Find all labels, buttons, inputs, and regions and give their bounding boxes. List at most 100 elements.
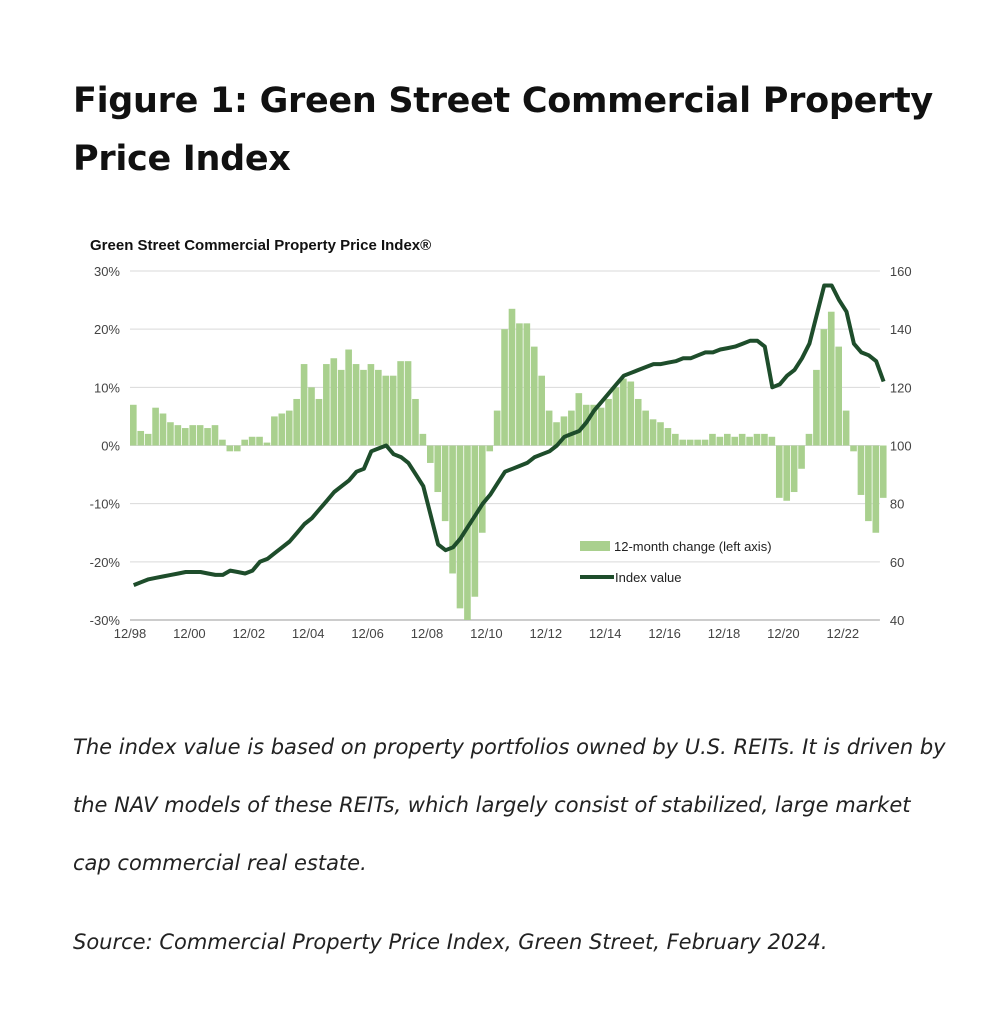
change-bar <box>523 323 531 446</box>
x-axis-tick-label: 12/08 <box>411 626 444 641</box>
change-bar <box>746 436 753 446</box>
change-bar <box>820 329 828 446</box>
change-bar <box>679 439 687 446</box>
change-bar <box>337 369 345 446</box>
change-bar <box>144 433 152 446</box>
change-bar <box>233 445 241 452</box>
change-bar <box>775 445 783 498</box>
x-axis-tick-label: 12/20 <box>767 626 800 641</box>
change-bar <box>694 439 701 446</box>
left-axis-tick-label: 10% <box>94 380 120 395</box>
change-bar <box>471 445 479 597</box>
change-bar <box>538 375 545 446</box>
legend-swatch-bars <box>580 541 610 551</box>
change-bar <box>530 346 538 446</box>
change-bar <box>783 445 791 501</box>
right-axis-tick-label: 40 <box>890 613 904 628</box>
figure-heading: Figure 1: Green Street Commercial Proper… <box>73 81 933 179</box>
right-axis-tick-label: 80 <box>890 497 904 512</box>
x-axis-tick-label: 12/12 <box>530 626 563 641</box>
change-bar <box>352 364 360 446</box>
change-bar <box>575 393 583 446</box>
change-bar <box>248 436 256 446</box>
change-bar <box>456 445 464 609</box>
change-bar <box>308 387 315 446</box>
change-bar <box>412 398 419 446</box>
x-axis-tick-label: 12/14 <box>589 626 622 641</box>
change-bar <box>404 361 412 446</box>
change-bar <box>464 445 471 620</box>
change-bar <box>204 428 211 446</box>
change-bar <box>701 439 709 446</box>
change-bar <box>642 410 649 446</box>
change-bar <box>137 430 145 446</box>
change-bar <box>835 346 842 446</box>
change-bar <box>620 378 627 446</box>
left-axis-tick-label: 30% <box>94 264 120 279</box>
x-axis-tick-label: 12/10 <box>470 626 503 641</box>
change-bar <box>226 445 234 452</box>
change-bar <box>657 422 664 446</box>
price-index-chart: Green Street Commercial Property Price I… <box>90 237 912 641</box>
x-axis-tick-label: 12/00 <box>173 626 206 641</box>
change-bar <box>441 445 449 522</box>
change-bar <box>167 422 174 446</box>
change-bar <box>278 413 286 446</box>
change-bar <box>449 445 456 574</box>
change-bar <box>805 433 813 446</box>
change-bar <box>605 398 612 446</box>
right-axis-tick-label: 60 <box>890 555 904 570</box>
change-bar <box>174 425 182 446</box>
legend-label-line: Index value <box>615 570 682 585</box>
change-bar <box>159 413 167 446</box>
change-bar <box>709 433 716 446</box>
chart-title: Green Street Commercial Property Price I… <box>90 237 431 254</box>
change-bar <box>330 358 338 446</box>
change-bar <box>397 361 404 446</box>
change-bar <box>508 308 516 446</box>
change-bar <box>300 364 308 446</box>
change-bar <box>493 410 501 446</box>
change-bar <box>516 323 523 446</box>
change-bar <box>790 445 798 493</box>
left-axis-tick-label: 0% <box>101 439 120 454</box>
index-value-line <box>132 283 886 587</box>
right-axis-tick-label: 100 <box>890 439 912 454</box>
change-bar <box>753 433 761 446</box>
x-axis-tick-label: 12/02 <box>233 626 266 641</box>
change-bar <box>256 436 263 446</box>
change-bar <box>813 369 820 446</box>
chart-legend: 12-month change (left axis) Index value <box>580 539 772 585</box>
change-bar <box>649 419 657 446</box>
change-bar <box>672 433 679 446</box>
change-bar <box>478 445 486 533</box>
change-bar <box>612 387 620 446</box>
change-bar <box>827 311 835 446</box>
change-bar <box>152 407 159 446</box>
change-bar <box>738 433 746 446</box>
left-axis-tick-label: -30% <box>90 613 121 628</box>
change-bar <box>241 439 248 446</box>
x-axis-tick-label: 12/06 <box>351 626 384 641</box>
change-bar <box>293 398 300 446</box>
change-bar <box>664 428 672 446</box>
figure-caption: The index value is based on property por… <box>73 735 946 875</box>
right-axis-tick-label: 160 <box>890 264 912 279</box>
change-bar <box>798 445 805 469</box>
change-bar <box>196 425 204 446</box>
change-bar <box>419 433 427 446</box>
change-bar <box>724 433 731 446</box>
change-bar <box>389 375 397 446</box>
x-axis-tick-label: 12/04 <box>292 626 325 641</box>
legend-label-bars: 12-month change (left axis) <box>614 539 772 554</box>
change-bar <box>590 404 597 446</box>
change-bar <box>323 364 330 446</box>
change-bar <box>501 329 508 446</box>
x-axis-tick-label: 12/18 <box>708 626 741 641</box>
change-bar <box>211 425 219 446</box>
change-bar <box>285 410 293 446</box>
left-axis-tick-label: -10% <box>90 497 121 512</box>
change-bar <box>375 369 382 446</box>
change-bar <box>842 410 850 446</box>
change-bar <box>434 445 442 493</box>
